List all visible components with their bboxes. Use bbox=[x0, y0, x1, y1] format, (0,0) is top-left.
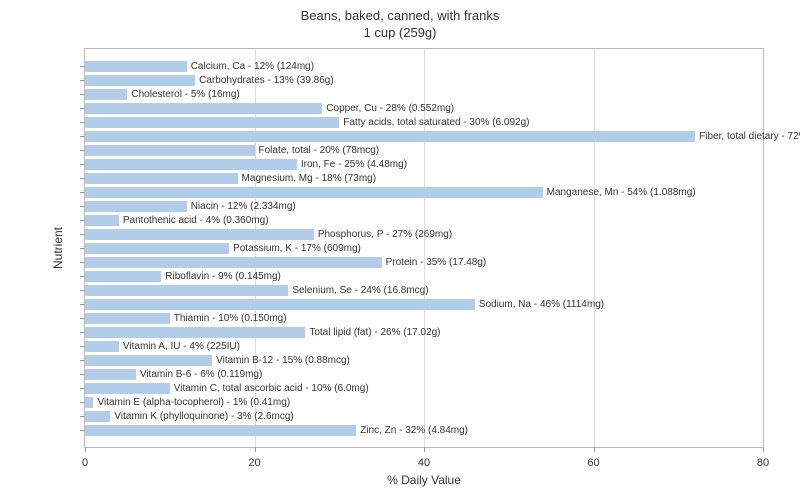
bar-label: Folate, total - 20% (78mcg) bbox=[255, 144, 380, 157]
bar bbox=[85, 243, 229, 254]
bar-label: Total lipid (fat) - 26% (17.02g) bbox=[305, 326, 440, 339]
y-axis-label: Nutrient bbox=[51, 227, 65, 269]
x-tick bbox=[424, 447, 425, 452]
x-axis-label: % Daily Value bbox=[387, 473, 461, 487]
bar bbox=[85, 75, 195, 86]
bar bbox=[85, 383, 170, 394]
bar bbox=[85, 89, 127, 100]
x-tick bbox=[594, 447, 595, 452]
bar bbox=[85, 61, 187, 72]
bar bbox=[85, 397, 93, 408]
bar bbox=[85, 285, 288, 296]
x-tick-label: 0 bbox=[82, 457, 88, 469]
bar-label: Vitamin B-12 - 15% (0.88mcg) bbox=[212, 354, 350, 367]
bar-label: Selenium, Se - 24% (16.8mcg) bbox=[288, 284, 428, 297]
bar bbox=[85, 229, 314, 240]
bar-label: Carbohydrates - 13% (39.86g) bbox=[195, 74, 334, 87]
bar bbox=[85, 201, 187, 212]
bar-label: Vitamin B-6 - 6% (0.119mg) bbox=[136, 368, 262, 381]
bar bbox=[85, 271, 161, 282]
bar bbox=[85, 215, 119, 226]
plot-area: Nutrient % Daily Value 020406080Calcium,… bbox=[84, 48, 764, 448]
bar-label: Vitamin K (phylloquinone) - 3% (2.6mcg) bbox=[110, 410, 293, 423]
gridline bbox=[594, 49, 595, 447]
bar bbox=[85, 313, 170, 324]
x-tick-label: 60 bbox=[587, 457, 599, 469]
bar bbox=[85, 327, 305, 338]
bar-label: Cholesterol - 5% (16mg) bbox=[127, 88, 239, 101]
bar bbox=[85, 425, 356, 436]
bar bbox=[85, 117, 339, 128]
bar-label: Niacin - 12% (2.334mg) bbox=[187, 200, 296, 213]
bar-label: Magnesium, Mg - 18% (73mg) bbox=[238, 172, 377, 185]
title-line1: Beans, baked, canned, with franks bbox=[0, 8, 800, 25]
x-tick bbox=[85, 447, 86, 452]
bar-label: Calcium, Ca - 12% (124mg) bbox=[187, 60, 314, 73]
bar bbox=[85, 341, 119, 352]
bar-label: Vitamin A, IU - 4% (225IU) bbox=[119, 340, 240, 353]
x-tick bbox=[763, 447, 764, 452]
x-tick-label: 40 bbox=[418, 457, 430, 469]
x-tick-label: 20 bbox=[248, 457, 260, 469]
bar bbox=[85, 159, 297, 170]
bar-label: Vitamin C, total ascorbic acid - 10% (6.… bbox=[170, 382, 369, 395]
bar-label: Fiber, total dietary - 72% (17.9g) bbox=[695, 130, 800, 143]
bar bbox=[85, 145, 255, 156]
bar bbox=[85, 257, 382, 268]
x-tick bbox=[255, 447, 256, 452]
bar-label: Potassium, K - 17% (609mg) bbox=[229, 242, 361, 255]
bar bbox=[85, 173, 238, 184]
title-line2: 1 cup (259g) bbox=[0, 25, 800, 42]
chart-title: Beans, baked, canned, with franks 1 cup … bbox=[0, 0, 800, 42]
bar-label: Thiamin - 10% (0.150mg) bbox=[170, 312, 287, 325]
bar-label: Riboflavin - 9% (0.145mg) bbox=[161, 270, 281, 283]
bar bbox=[85, 411, 110, 422]
bar-label: Zinc, Zn - 32% (4.84mg) bbox=[356, 424, 468, 437]
x-tick-label: 80 bbox=[757, 457, 769, 469]
bar-label: Phosphorus, P - 27% (269mg) bbox=[314, 228, 452, 241]
bar bbox=[85, 187, 543, 198]
bar-label: Copper, Cu - 28% (0.552mg) bbox=[322, 102, 454, 115]
bar-label: Protein - 35% (17.48g) bbox=[382, 256, 487, 269]
bar bbox=[85, 103, 322, 114]
bar bbox=[85, 299, 475, 310]
nutrition-chart: Beans, baked, canned, with franks 1 cup … bbox=[0, 0, 800, 500]
bar-label: Vitamin E (alpha-tocopherol) - 1% (0.41m… bbox=[93, 396, 290, 409]
bar bbox=[85, 355, 212, 366]
bar-label: Iron, Fe - 25% (4.48mg) bbox=[297, 158, 407, 171]
bar-label: Fatty acids, total saturated - 30% (6.09… bbox=[339, 116, 529, 129]
bar-label: Pantothenic acid - 4% (0.360mg) bbox=[119, 214, 269, 227]
bar bbox=[85, 369, 136, 380]
bar-label: Sodium, Na - 46% (1114mg) bbox=[475, 298, 604, 311]
bar-label: Manganese, Mn - 54% (1.088mg) bbox=[543, 186, 696, 199]
bar bbox=[85, 131, 695, 142]
